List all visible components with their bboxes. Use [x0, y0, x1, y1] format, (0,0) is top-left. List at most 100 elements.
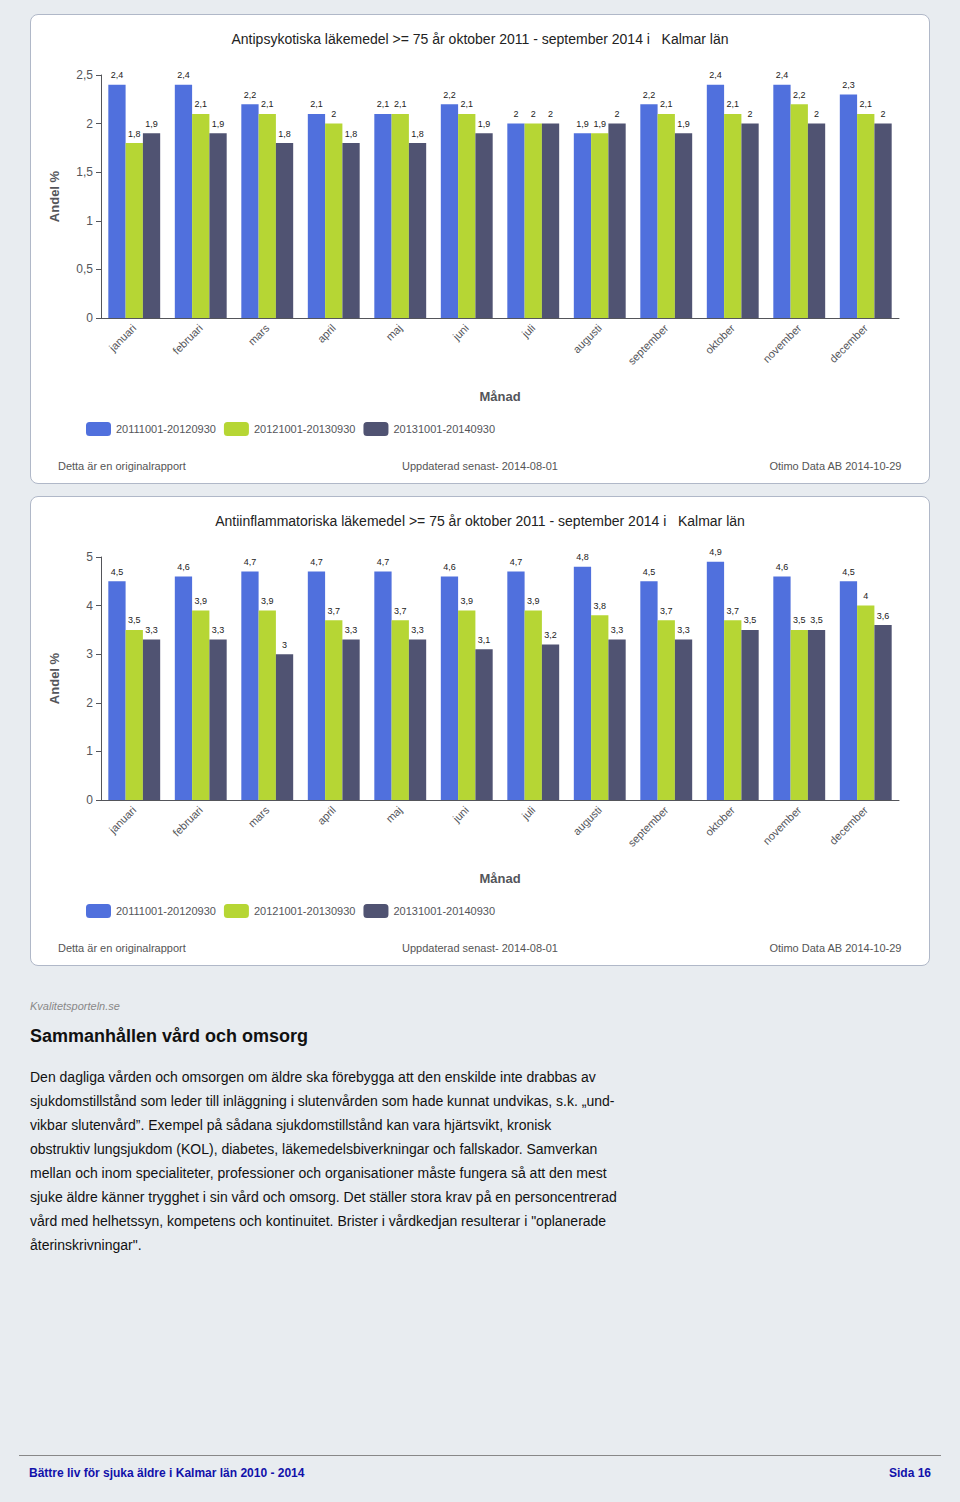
- svg-text:3,3: 3,3: [212, 625, 225, 635]
- svg-text:20111001-20120930: 20111001-20120930: [116, 423, 216, 435]
- svg-text:2,1: 2,1: [194, 99, 207, 109]
- svg-text:2: 2: [814, 109, 819, 119]
- svg-text:3,8: 3,8: [593, 601, 606, 611]
- svg-text:1,9: 1,9: [593, 119, 606, 129]
- svg-text:2,4: 2,4: [776, 70, 789, 80]
- svg-text:5: 5: [86, 550, 93, 564]
- svg-text:1,8: 1,8: [278, 129, 291, 139]
- svg-text:0: 0: [86, 311, 93, 325]
- svg-text:mars: mars: [246, 321, 272, 347]
- svg-text:3,7: 3,7: [660, 606, 673, 616]
- svg-text:2,1: 2,1: [261, 99, 274, 109]
- svg-text:2: 2: [531, 109, 536, 119]
- svg-text:1,9: 1,9: [212, 119, 225, 129]
- svg-text:3,2: 3,2: [544, 630, 557, 640]
- svg-text:2,2: 2,2: [443, 90, 456, 100]
- svg-text:januari: januari: [106, 804, 139, 837]
- svg-text:3,9: 3,9: [527, 596, 540, 606]
- svg-text:3,3: 3,3: [345, 625, 358, 635]
- svg-text:3,5: 3,5: [744, 615, 757, 625]
- svg-text:april: april: [315, 322, 338, 345]
- svg-text:september: september: [625, 804, 670, 849]
- svg-text:maj: maj: [383, 804, 404, 825]
- svg-text:2,4: 2,4: [177, 70, 190, 80]
- svg-text:4,7: 4,7: [510, 557, 523, 567]
- svg-text:4,6: 4,6: [776, 562, 789, 572]
- svg-text:oktober: oktober: [703, 322, 738, 357]
- svg-text:3,3: 3,3: [677, 625, 690, 635]
- svg-text:2: 2: [513, 109, 518, 119]
- svg-text:1: 1: [86, 214, 93, 228]
- svg-text:3: 3: [86, 647, 93, 661]
- svg-text:3,5: 3,5: [793, 615, 806, 625]
- svg-text:december: december: [827, 322, 870, 365]
- svg-text:Andel %: Andel %: [47, 170, 62, 222]
- svg-text:2,5: 2,5: [76, 68, 93, 82]
- svg-text:4: 4: [86, 599, 93, 613]
- svg-text:4,7: 4,7: [310, 557, 323, 567]
- svg-text:20121001-20130930: 20121001-20130930: [254, 905, 356, 917]
- svg-text:oktober: oktober: [703, 804, 738, 839]
- svg-text:2,4: 2,4: [111, 70, 124, 80]
- svg-text:3,5: 3,5: [810, 615, 823, 625]
- svg-text:maj: maj: [383, 322, 404, 343]
- svg-text:Antipsykotiska läkemedel >= 75: Antipsykotiska läkemedel >= 75 år oktobe…: [231, 31, 728, 47]
- svg-text:3: 3: [282, 640, 287, 650]
- svg-text:3,5: 3,5: [128, 615, 141, 625]
- svg-text:2,1: 2,1: [377, 99, 390, 109]
- svg-text:4: 4: [863, 591, 868, 601]
- svg-text:1,9: 1,9: [677, 119, 690, 129]
- svg-text:juni: juni: [450, 804, 471, 825]
- svg-text:2,2: 2,2: [793, 90, 806, 100]
- svg-text:0: 0: [86, 793, 93, 807]
- svg-text:februari: februari: [170, 804, 205, 839]
- svg-text:20121001-20130930: 20121001-20130930: [254, 423, 356, 435]
- svg-text:juni: juni: [450, 322, 471, 343]
- svg-text:2: 2: [86, 696, 93, 710]
- svg-text:2,1: 2,1: [460, 99, 473, 109]
- svg-text:3,1: 3,1: [478, 635, 491, 645]
- svg-text:juli: juli: [519, 804, 538, 823]
- svg-text:december: december: [827, 804, 870, 847]
- svg-text:4,7: 4,7: [377, 557, 390, 567]
- svg-text:2,1: 2,1: [310, 99, 323, 109]
- svg-text:20131001-20140930: 20131001-20140930: [393, 905, 495, 917]
- svg-text:3,9: 3,9: [460, 596, 473, 606]
- svg-text:1,9: 1,9: [478, 119, 491, 129]
- svg-text:2,1: 2,1: [726, 99, 739, 109]
- svg-text:april: april: [315, 804, 338, 827]
- svg-text:4,9: 4,9: [709, 547, 722, 557]
- svg-text:3,9: 3,9: [194, 596, 207, 606]
- svg-text:2,4: 2,4: [709, 70, 722, 80]
- svg-text:4,8: 4,8: [576, 552, 589, 562]
- svg-text:Andel %: Andel %: [47, 652, 62, 704]
- svg-text:3,3: 3,3: [411, 625, 424, 635]
- svg-text:3,6: 3,6: [877, 611, 890, 621]
- svg-text:20111001-20120930: 20111001-20120930: [116, 905, 216, 917]
- svg-text:Uppdaterad senast- 2014-08-01: Uppdaterad senast- 2014-08-01: [402, 460, 558, 472]
- svg-text:4,6: 4,6: [443, 562, 456, 572]
- svg-text:4,5: 4,5: [643, 567, 656, 577]
- svg-text:2: 2: [615, 109, 620, 119]
- svg-text:4,6: 4,6: [177, 562, 190, 572]
- svg-text:november: november: [760, 804, 803, 847]
- svg-text:2,1: 2,1: [394, 99, 407, 109]
- svg-text:1,9: 1,9: [145, 119, 158, 129]
- svg-text:Uppdaterad senast- 2014-08-01: Uppdaterad senast- 2014-08-01: [402, 942, 558, 954]
- svg-text:3,9: 3,9: [261, 596, 274, 606]
- svg-text:februari: februari: [170, 322, 205, 357]
- svg-text:1,8: 1,8: [128, 129, 141, 139]
- svg-text:Detta är en originalrapport: Detta är en originalrapport: [58, 460, 186, 472]
- svg-text:mars: mars: [246, 803, 272, 829]
- svg-text:Antiinflammatoriska läkemedel: Antiinflammatoriska läkemedel >= 75 år o…: [215, 513, 745, 529]
- svg-text:2: 2: [548, 109, 553, 119]
- svg-text:Otimo Data AB 2014-10-29: Otimo Data AB 2014-10-29: [769, 942, 901, 954]
- svg-text:2: 2: [331, 109, 336, 119]
- svg-text:Detta är en originalrapport: Detta är en originalrapport: [58, 942, 186, 954]
- svg-text:2: 2: [748, 109, 753, 119]
- svg-text:2,3: 2,3: [842, 80, 855, 90]
- svg-text:2,2: 2,2: [244, 90, 257, 100]
- svg-text:1,5: 1,5: [76, 165, 93, 179]
- svg-text:1,8: 1,8: [411, 129, 424, 139]
- svg-text:3,3: 3,3: [145, 625, 158, 635]
